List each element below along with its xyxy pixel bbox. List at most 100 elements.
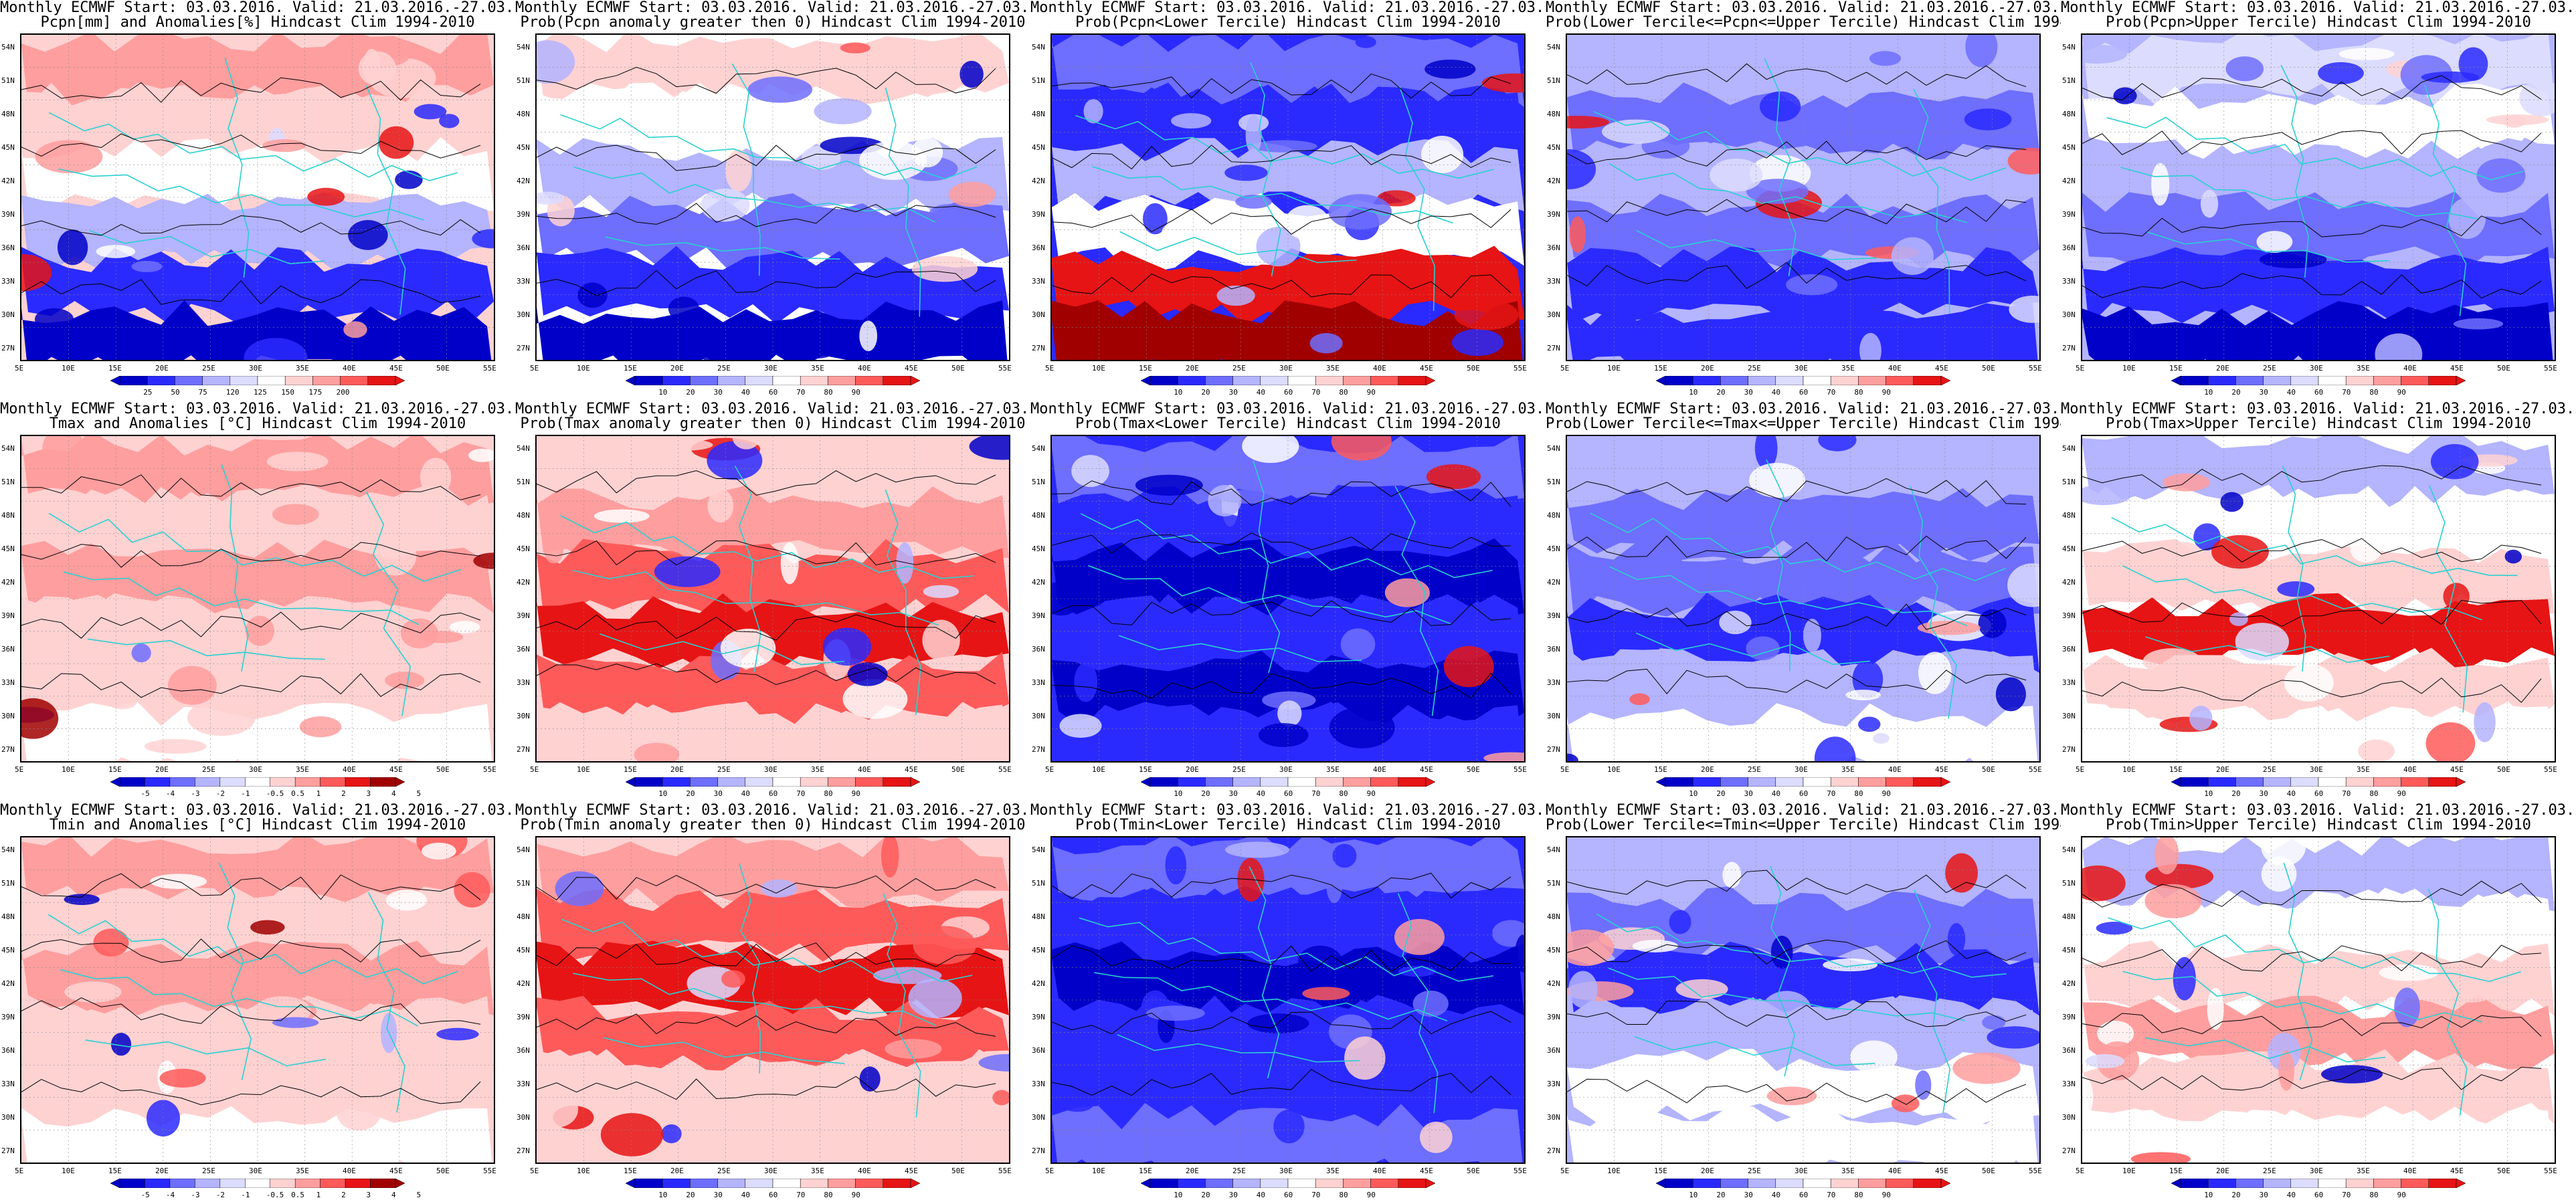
panel-subtitle: Pcpn[mm] and Anomalies[%] Hindcast Clim …	[40, 14, 475, 31]
colorbar-segment	[800, 777, 828, 787]
colorbar-tick-label: 40	[1256, 789, 1266, 798]
colorbar	[110, 777, 405, 787]
panel-title: Monthly ECMWF Start: 03.03.2016. Valid: …	[515, 0, 1030, 16]
colorbar-segment	[119, 376, 148, 385]
contour-line	[1052, 74, 1511, 99]
colorbar-tick-label: 75	[198, 388, 207, 397]
colorbar-segment	[662, 376, 691, 385]
colorbar-segment	[367, 376, 396, 385]
longitude-label: 20E	[1186, 364, 1199, 373]
colorbar-tick-label: -1	[241, 1191, 250, 1199]
coastline	[1634, 1035, 1875, 1066]
colorbar-segment	[1803, 777, 1831, 787]
colorbar-tick-label: 1	[316, 789, 321, 798]
field-blob	[2189, 706, 2213, 731]
colorbar-tick-label: 40	[1256, 388, 1266, 397]
contour-line	[2082, 677, 2542, 703]
latitude-label: 30N	[1547, 712, 1560, 720]
colorbar-tick-label: 175	[308, 388, 323, 397]
latitude-label: 33N	[1547, 1080, 1560, 1088]
colorbar-segment	[717, 777, 746, 787]
field-blob	[911, 137, 943, 168]
colorbar-segment	[175, 376, 203, 385]
contour-line	[537, 203, 996, 227]
field-blob	[2082, 866, 2126, 902]
colorbar-segment	[1858, 777, 1886, 787]
field-band	[1567, 436, 2039, 507]
latitude-label: 48N	[517, 110, 530, 118]
field-blob	[1247, 1013, 1309, 1033]
coastline	[90, 230, 325, 265]
colorbar-tick-label: 60	[2314, 388, 2324, 397]
colorbar-tick-label: 70	[796, 1191, 806, 1199]
latitude-label: 48N	[1, 912, 15, 921]
contour-line	[537, 470, 996, 496]
colorbar-segment	[2318, 777, 2347, 787]
forecast-map	[2081, 836, 2556, 1164]
colorbar-tick-label: 20	[1716, 388, 1726, 397]
colorbar-segment	[800, 1179, 828, 1188]
colorbar-segment	[1775, 777, 1804, 787]
field-blob	[537, 40, 575, 84]
colorbar-segment	[855, 1179, 884, 1188]
colorbar-tick-label: 20	[1201, 1191, 1210, 1199]
colorbar-tick-label: 10	[1174, 1191, 1183, 1199]
latitude-label: 54N	[1, 444, 15, 453]
longitude-label: 10E	[62, 765, 75, 774]
field-blob	[959, 60, 984, 88]
latitude-label: 54N	[517, 845, 530, 854]
coastline	[883, 893, 921, 1118]
colorbar-segment	[800, 376, 828, 385]
colorbar-tick-label: 40	[1771, 388, 1781, 397]
field-blob	[341, 1041, 370, 1070]
colorbar-tick-label: 30	[1744, 789, 1753, 798]
latitude-label: 27N	[517, 1146, 530, 1155]
panel-title: Monthly ECMWF Start: 03.03.2016. Valid: …	[1546, 401, 2061, 417]
longitude-label: 55E	[998, 765, 1012, 774]
field-blob	[2082, 484, 2132, 506]
latitude-label: 42N	[517, 979, 530, 988]
field-blob	[537, 191, 565, 205]
colorbar-segment	[1260, 777, 1289, 787]
coastline	[85, 1039, 327, 1067]
latitude-label: 42N	[517, 578, 530, 587]
colorbar-segment	[2373, 1179, 2401, 1188]
colorbar	[1141, 777, 1435, 787]
longitude-label: 20E	[155, 765, 169, 774]
colorbar-segment	[1775, 376, 1804, 385]
field-blob	[1567, 929, 1615, 967]
longitude-label: 15E	[1654, 1167, 1667, 1175]
field-blob	[721, 970, 745, 988]
latitude-label: 36N	[2062, 645, 2076, 654]
latitude-label: 39N	[2062, 210, 2076, 219]
colorbar-tick-label: 90	[851, 388, 860, 397]
coastline	[885, 87, 921, 317]
latitude-label: 33N	[1, 678, 15, 687]
latitude-label: 54N	[2062, 43, 2076, 52]
coastline	[64, 571, 420, 625]
colorbar-tick-label: 40	[741, 789, 751, 798]
longitude-label: 40E	[1373, 1167, 1386, 1175]
contour-line	[2082, 1013, 2542, 1037]
coastline	[1596, 913, 2007, 978]
field-blob	[159, 1068, 206, 1088]
field-blob	[439, 114, 460, 128]
colorbar-tick-label: 70	[1311, 388, 1321, 397]
latitude-label: 45N	[1547, 946, 1560, 955]
field-blob	[859, 140, 927, 181]
field-band	[537, 193, 1009, 272]
colorbar-segment	[145, 1179, 171, 1188]
colorbar-segment	[1260, 376, 1289, 385]
colorbar-segment	[1858, 1179, 1886, 1188]
longitude-label: 15E	[624, 1167, 637, 1175]
colorbar-segment	[2180, 1179, 2209, 1188]
colorbar-left-arrow	[1656, 376, 1666, 385]
forecast-map	[20, 836, 495, 1164]
forecast-map	[535, 836, 1010, 1164]
contour-line	[2082, 273, 2542, 299]
field-blob	[1766, 1086, 1817, 1106]
field-blob	[2261, 837, 2306, 866]
coastline	[2283, 862, 2313, 1081]
colorbar-tick-label: 40	[1771, 1191, 1781, 1199]
field-blob	[1421, 135, 1464, 173]
